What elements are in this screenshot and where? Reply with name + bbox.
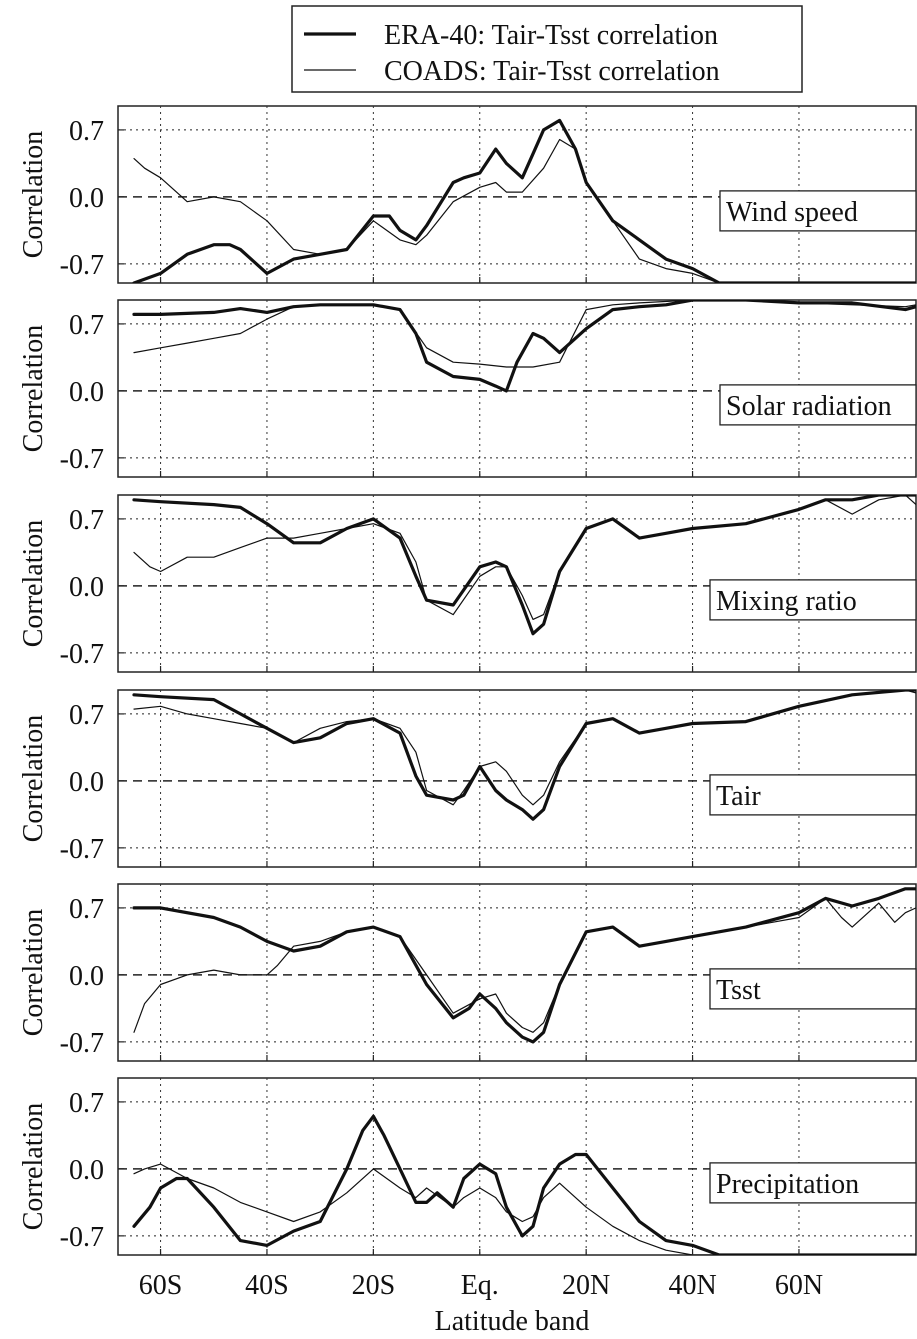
x-tick-label: 20N: [562, 1270, 610, 1301]
era40-line-precipitation: [132, 1114, 916, 1255]
y-axis-label: Correlation: [18, 715, 49, 843]
panel-solar-radiation: 0.7 0.0 -0.7 Correlation Solar radiation: [18, 299, 917, 478]
y-tick-label: 0.7: [69, 310, 104, 341]
y-tick-label: -0.7: [60, 639, 104, 670]
coads-line-precipitation: [133, 1163, 916, 1255]
panel-label: Tsst: [716, 975, 761, 1006]
y-tick-label: -0.7: [60, 1028, 104, 1059]
panel-precipitation: 0.7 0.0 -0.7 Correlation Precipitation: [18, 1077, 917, 1256]
panel-label-box: [719, 384, 917, 426]
y-tick-label: -0.7: [60, 444, 104, 475]
y-tick-label: 0.7: [69, 1088, 104, 1119]
panel-wind-speed: 0.7 0.0 -0.7 Correlation Wind speed: [18, 105, 917, 284]
coads-line-wind-speed: [133, 138, 916, 283]
coads-line-mixing-ratio: [133, 495, 916, 621]
panel-label: Wind speed: [726, 197, 858, 228]
panel-label-box: [709, 1162, 917, 1204]
panel-label: Tair: [716, 781, 761, 812]
x-tick-label: 20S: [352, 1270, 396, 1301]
panel-tair: 0.7 0.0 -0.7 Correlation Tair: [18, 689, 917, 868]
panel-label-box: [709, 968, 917, 1010]
panel-label-box: [719, 190, 917, 232]
y-tick-label: -0.7: [60, 834, 104, 865]
y-tick-label: 0.0: [69, 377, 104, 408]
y-tick-label: -0.7: [60, 1222, 104, 1253]
panel-label-box: [709, 774, 917, 816]
y-axis-label: Correlation: [18, 325, 49, 453]
y-tick-label: -0.7: [60, 250, 104, 281]
legend-label-coads: COADS: Tair-Tsst correlation: [384, 56, 720, 87]
y-axis-label: Correlation: [18, 520, 49, 648]
y-tick-label: 0.7: [69, 505, 104, 536]
legend-label-era40: ERA-40: Tair-Tsst correlation: [384, 20, 718, 51]
panel-label: Precipitation: [716, 1169, 859, 1200]
y-tick-label: 0.0: [69, 961, 104, 992]
panel-label: Solar radiation: [726, 391, 892, 422]
y-tick-label: 0.7: [69, 116, 104, 147]
coads-line-solar-radiation: [133, 300, 916, 368]
x-tick-label: 40N: [668, 1270, 716, 1301]
era40-line-solar-radiation: [132, 300, 916, 393]
y-axis-label: Correlation: [18, 131, 49, 259]
x-tick-label: 40S: [245, 1270, 289, 1301]
y-tick-label: 0.7: [69, 700, 104, 731]
y-tick-label: 0.7: [69, 894, 104, 925]
era40-line-tsst: [132, 887, 916, 1044]
x-tick-label: Eq.: [461, 1270, 499, 1301]
x-tick-label: 60N: [775, 1270, 823, 1301]
panel-mixing-ratio: 0.7 0.0 -0.7 Correlation Mixing ratio: [18, 494, 917, 673]
y-tick-label: 0.0: [69, 183, 104, 214]
panel-label: Mixing ratio: [716, 586, 857, 617]
x-tick-label: 60S: [139, 1270, 183, 1301]
coads-line-tair: [133, 690, 916, 806]
era40-line-wind-speed: [132, 118, 916, 283]
y-tick-label: 0.0: [69, 767, 104, 798]
panels: 0.7 0.0 -0.7 Correlation Wind speed 0.7 0.0 -0.…: [18, 105, 917, 1256]
legend: ERA-40: Tair-Tsst correlation COADS: Tai…: [291, 5, 803, 93]
coads-line-tsst: [133, 897, 916, 1033]
y-tick-label: 0.0: [69, 1155, 104, 1186]
panel-tsst: 0.7 0.0 -0.7 Correlation Tsst: [18, 883, 917, 1062]
y-axis-label: Correlation: [18, 1103, 49, 1231]
legend-box: [291, 5, 803, 93]
panel-label-box: [709, 579, 917, 621]
x-axis-label: Latitude band: [435, 1306, 590, 1337]
y-tick-label: 0.0: [69, 572, 104, 603]
y-axis-label: Correlation: [18, 909, 49, 1037]
x-tick-labels: 60S 40S 20S Eq. 20N 40N 60N: [139, 1270, 823, 1301]
